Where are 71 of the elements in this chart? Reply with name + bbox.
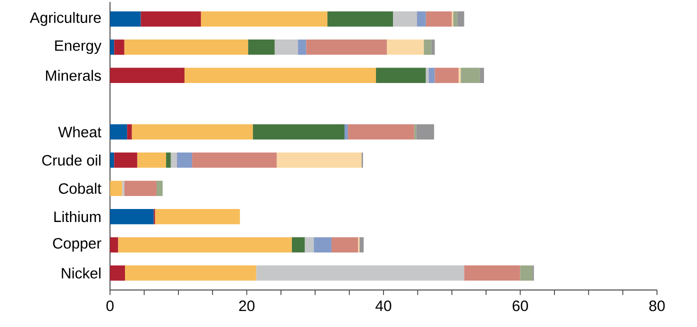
bar bbox=[360, 237, 364, 252]
bar bbox=[118, 237, 292, 252]
bar bbox=[110, 180, 122, 196]
bar bbox=[248, 40, 275, 55]
y-tick-label: Nickel bbox=[62, 268, 100, 279]
bar bbox=[304, 237, 314, 252]
bar bbox=[114, 40, 124, 55]
bar bbox=[376, 68, 426, 84]
y-tick-label: Crude oil bbox=[42, 154, 100, 166]
bar bbox=[114, 152, 138, 168]
bar bbox=[110, 208, 154, 224]
bar bbox=[124, 40, 248, 55]
x-tick-label: 40 bbox=[376, 300, 392, 312]
bar bbox=[434, 68, 459, 84]
y-tick-label: Agriculture bbox=[30, 12, 101, 26]
x-tick-label: 20 bbox=[239, 300, 254, 312]
bar bbox=[256, 265, 464, 281]
bar bbox=[431, 40, 435, 55]
bar bbox=[177, 152, 192, 168]
bar bbox=[306, 40, 387, 55]
bar bbox=[166, 152, 171, 168]
bar bbox=[184, 68, 376, 84]
bar bbox=[252, 124, 345, 140]
bar bbox=[192, 152, 277, 168]
bar bbox=[140, 11, 201, 27]
bar bbox=[327, 11, 394, 27]
bar bbox=[276, 152, 362, 168]
bar bbox=[393, 11, 417, 27]
y-tick-label: Wheat bbox=[58, 126, 102, 138]
x-tick-label: 80 bbox=[649, 300, 665, 312]
bar bbox=[125, 265, 256, 281]
bar bbox=[416, 124, 434, 140]
bar bbox=[344, 124, 348, 140]
bar bbox=[110, 265, 126, 281]
bar bbox=[170, 152, 178, 168]
bar bbox=[200, 11, 328, 27]
bar bbox=[426, 68, 429, 84]
bar bbox=[464, 265, 520, 281]
bar bbox=[348, 124, 414, 140]
y-tick-label: Lithium bbox=[54, 211, 100, 222]
bar bbox=[155, 208, 240, 224]
bar bbox=[520, 265, 533, 281]
y-tick-label: Energy bbox=[55, 40, 102, 54]
bar bbox=[417, 11, 426, 27]
bar bbox=[110, 11, 141, 27]
bar bbox=[132, 124, 253, 140]
bar bbox=[426, 11, 452, 27]
bar bbox=[424, 40, 432, 55]
bar bbox=[480, 68, 484, 84]
bar bbox=[110, 68, 185, 84]
bar bbox=[428, 68, 435, 84]
bar bbox=[298, 40, 306, 55]
bar bbox=[332, 237, 358, 252]
bar bbox=[386, 40, 424, 55]
bar bbox=[110, 237, 118, 252]
bar bbox=[156, 180, 163, 196]
bar bbox=[274, 40, 298, 55]
x-tick-label: 60 bbox=[512, 300, 528, 312]
bar bbox=[457, 11, 464, 27]
bar bbox=[292, 237, 305, 252]
y-tick-label: Cobalt bbox=[58, 182, 102, 194]
bar bbox=[314, 237, 332, 252]
bar bbox=[127, 124, 132, 140]
bar bbox=[453, 11, 458, 27]
bar bbox=[137, 152, 166, 168]
bar bbox=[110, 124, 128, 140]
bar bbox=[124, 180, 157, 196]
bar bbox=[460, 68, 480, 84]
x-tick-label: 0 bbox=[106, 300, 114, 312]
y-tick-label: Minerals bbox=[46, 70, 101, 81]
y-tick-label: Copper bbox=[53, 238, 102, 252]
